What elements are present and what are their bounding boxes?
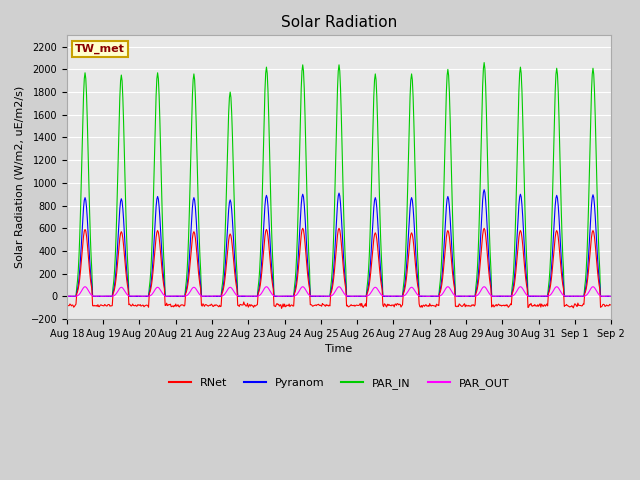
RNet bbox=[129, 301, 136, 307]
RNet bbox=[212, 302, 220, 308]
Pyranom bbox=[420, 293, 428, 299]
RNet bbox=[63, 302, 71, 308]
PAR_OUT bbox=[73, 293, 81, 299]
PAR_IN bbox=[63, 293, 71, 299]
Legend: RNet, Pyranom, PAR_IN, PAR_OUT: RNet, Pyranom, PAR_IN, PAR_OUT bbox=[164, 373, 514, 393]
RNet bbox=[607, 302, 614, 308]
PAR_IN bbox=[607, 293, 614, 299]
Line: RNet: RNet bbox=[67, 228, 611, 308]
RNet bbox=[406, 236, 414, 242]
RNet bbox=[278, 305, 285, 311]
PAR_IN bbox=[184, 253, 192, 259]
PAR_OUT bbox=[406, 287, 413, 292]
PAR_IN bbox=[420, 293, 428, 299]
PAR_OUT bbox=[564, 293, 572, 299]
PAR_OUT bbox=[421, 293, 429, 299]
Pyranom bbox=[129, 293, 136, 299]
PAR_OUT bbox=[63, 293, 71, 299]
Line: Pyranom: Pyranom bbox=[67, 190, 611, 296]
Pyranom bbox=[63, 293, 71, 299]
RNet bbox=[184, 282, 192, 288]
PAR_OUT bbox=[185, 291, 193, 297]
RNet bbox=[299, 226, 307, 231]
PAR_IN bbox=[480, 60, 488, 65]
PAR_IN bbox=[129, 293, 136, 299]
PAR_OUT bbox=[129, 293, 137, 299]
Pyranom bbox=[184, 276, 192, 281]
Text: TW_met: TW_met bbox=[75, 44, 125, 54]
PAR_OUT bbox=[81, 284, 89, 289]
PAR_IN bbox=[212, 293, 220, 299]
PAR_OUT bbox=[214, 293, 221, 299]
PAR_IN bbox=[404, 149, 412, 155]
Line: PAR_OUT: PAR_OUT bbox=[67, 287, 611, 296]
RNet bbox=[422, 302, 430, 308]
Pyranom bbox=[73, 289, 81, 295]
Pyranom bbox=[480, 187, 488, 192]
Y-axis label: Solar Radiation (W/m2, uE/m2/s): Solar Radiation (W/m2, uE/m2/s) bbox=[15, 86, 25, 268]
Pyranom bbox=[212, 293, 220, 299]
Title: Solar Radiation: Solar Radiation bbox=[281, 15, 397, 30]
PAR_OUT bbox=[607, 293, 614, 299]
Line: PAR_IN: PAR_IN bbox=[67, 62, 611, 296]
Pyranom bbox=[607, 293, 614, 299]
X-axis label: Time: Time bbox=[325, 344, 353, 354]
RNet bbox=[73, 291, 81, 297]
Pyranom bbox=[404, 229, 412, 235]
PAR_IN bbox=[73, 285, 81, 290]
